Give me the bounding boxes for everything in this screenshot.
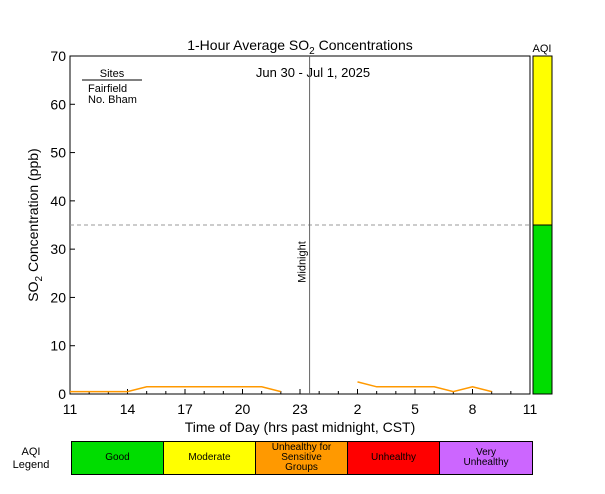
y-tick-label: 50 [50,145,66,161]
aqi-legend-good: Good [71,441,164,475]
x-tick-label: 11 [63,401,78,417]
y-tick-label: 30 [50,241,66,257]
x-tick-label: 11 [523,401,538,417]
series-line-no-bham [357,381,492,393]
x-axis: 11 14 17 20 23 2 5 8 11 [63,389,538,417]
legend-entry-no-bham: No. Bham [88,94,137,106]
aqi-bar-segment [532,55,553,226]
plot-area [69,55,531,395]
aqi-legend-good-label: Good [105,452,130,463]
aqi-legend-very-unhealthy-label: Very Unhealthy [463,447,509,468]
chart-title: 1-Hour Average SO2 Concentrations [187,37,413,57]
aqi-legend-unhealthy: Unhealthy [347,441,440,475]
y-axis: 0 10 20 30 40 50 60 70 [50,48,75,402]
x-tick-label: 20 [235,401,251,417]
aqi-legend-title-line2: Legend [12,459,50,471]
aqi-legend-title: AQI Legend [6,446,56,472]
aqi-legend-usg: Unhealthy for Sensitive Groups [255,441,348,475]
x-tick-label: 5 [411,401,419,417]
aqi-legend-moderate-label: Moderate [188,452,231,463]
aqi-legend-usg-label: Unhealthy for Sensitive Groups [271,442,332,473]
aqi-legend-moderate: Moderate [163,441,256,475]
y-tick-label: 60 [50,96,66,112]
y-tick-label: 0 [58,386,66,402]
aqi-bar-label: AQI [533,43,552,55]
aqi-legend-title-line1: AQI [21,446,41,458]
y-tick-label: 20 [50,289,66,305]
aqi-legend-very-unhealthy: Very Unhealthy [439,441,533,475]
y-tick-label: 40 [50,193,66,209]
aqi-bar-segment [532,224,553,395]
x-axis-label: Time of Day (hrs past midnight, CST) [185,419,416,435]
x-tick-label: 17 [177,401,193,417]
y-tick-label: 70 [50,48,66,64]
x-tick-label: 23 [292,401,308,417]
aqi-bar [532,55,553,395]
chart-subtitle: Jun 30 - Jul 1, 2025 [256,65,370,80]
x-tick-label: 14 [120,401,136,417]
legend-entry-fairfield: Fairfield [88,83,127,95]
legend-title: Sites [100,68,125,80]
aqi-legend-unhealthy-label: Unhealthy [370,452,417,463]
series-layer [70,381,492,393]
so2-chart: 1-Hour Average SO2 Concentrations Jun 30… [25,37,553,435]
series-line-no-bham [70,386,281,393]
x-tick-label: 8 [469,401,477,417]
y-tick-label: 10 [50,338,66,354]
y-axis-label: SO2 Concentration (ppb) [25,148,45,301]
x-tick-label: 2 [354,401,362,417]
midnight-label: Midnight [297,241,309,283]
